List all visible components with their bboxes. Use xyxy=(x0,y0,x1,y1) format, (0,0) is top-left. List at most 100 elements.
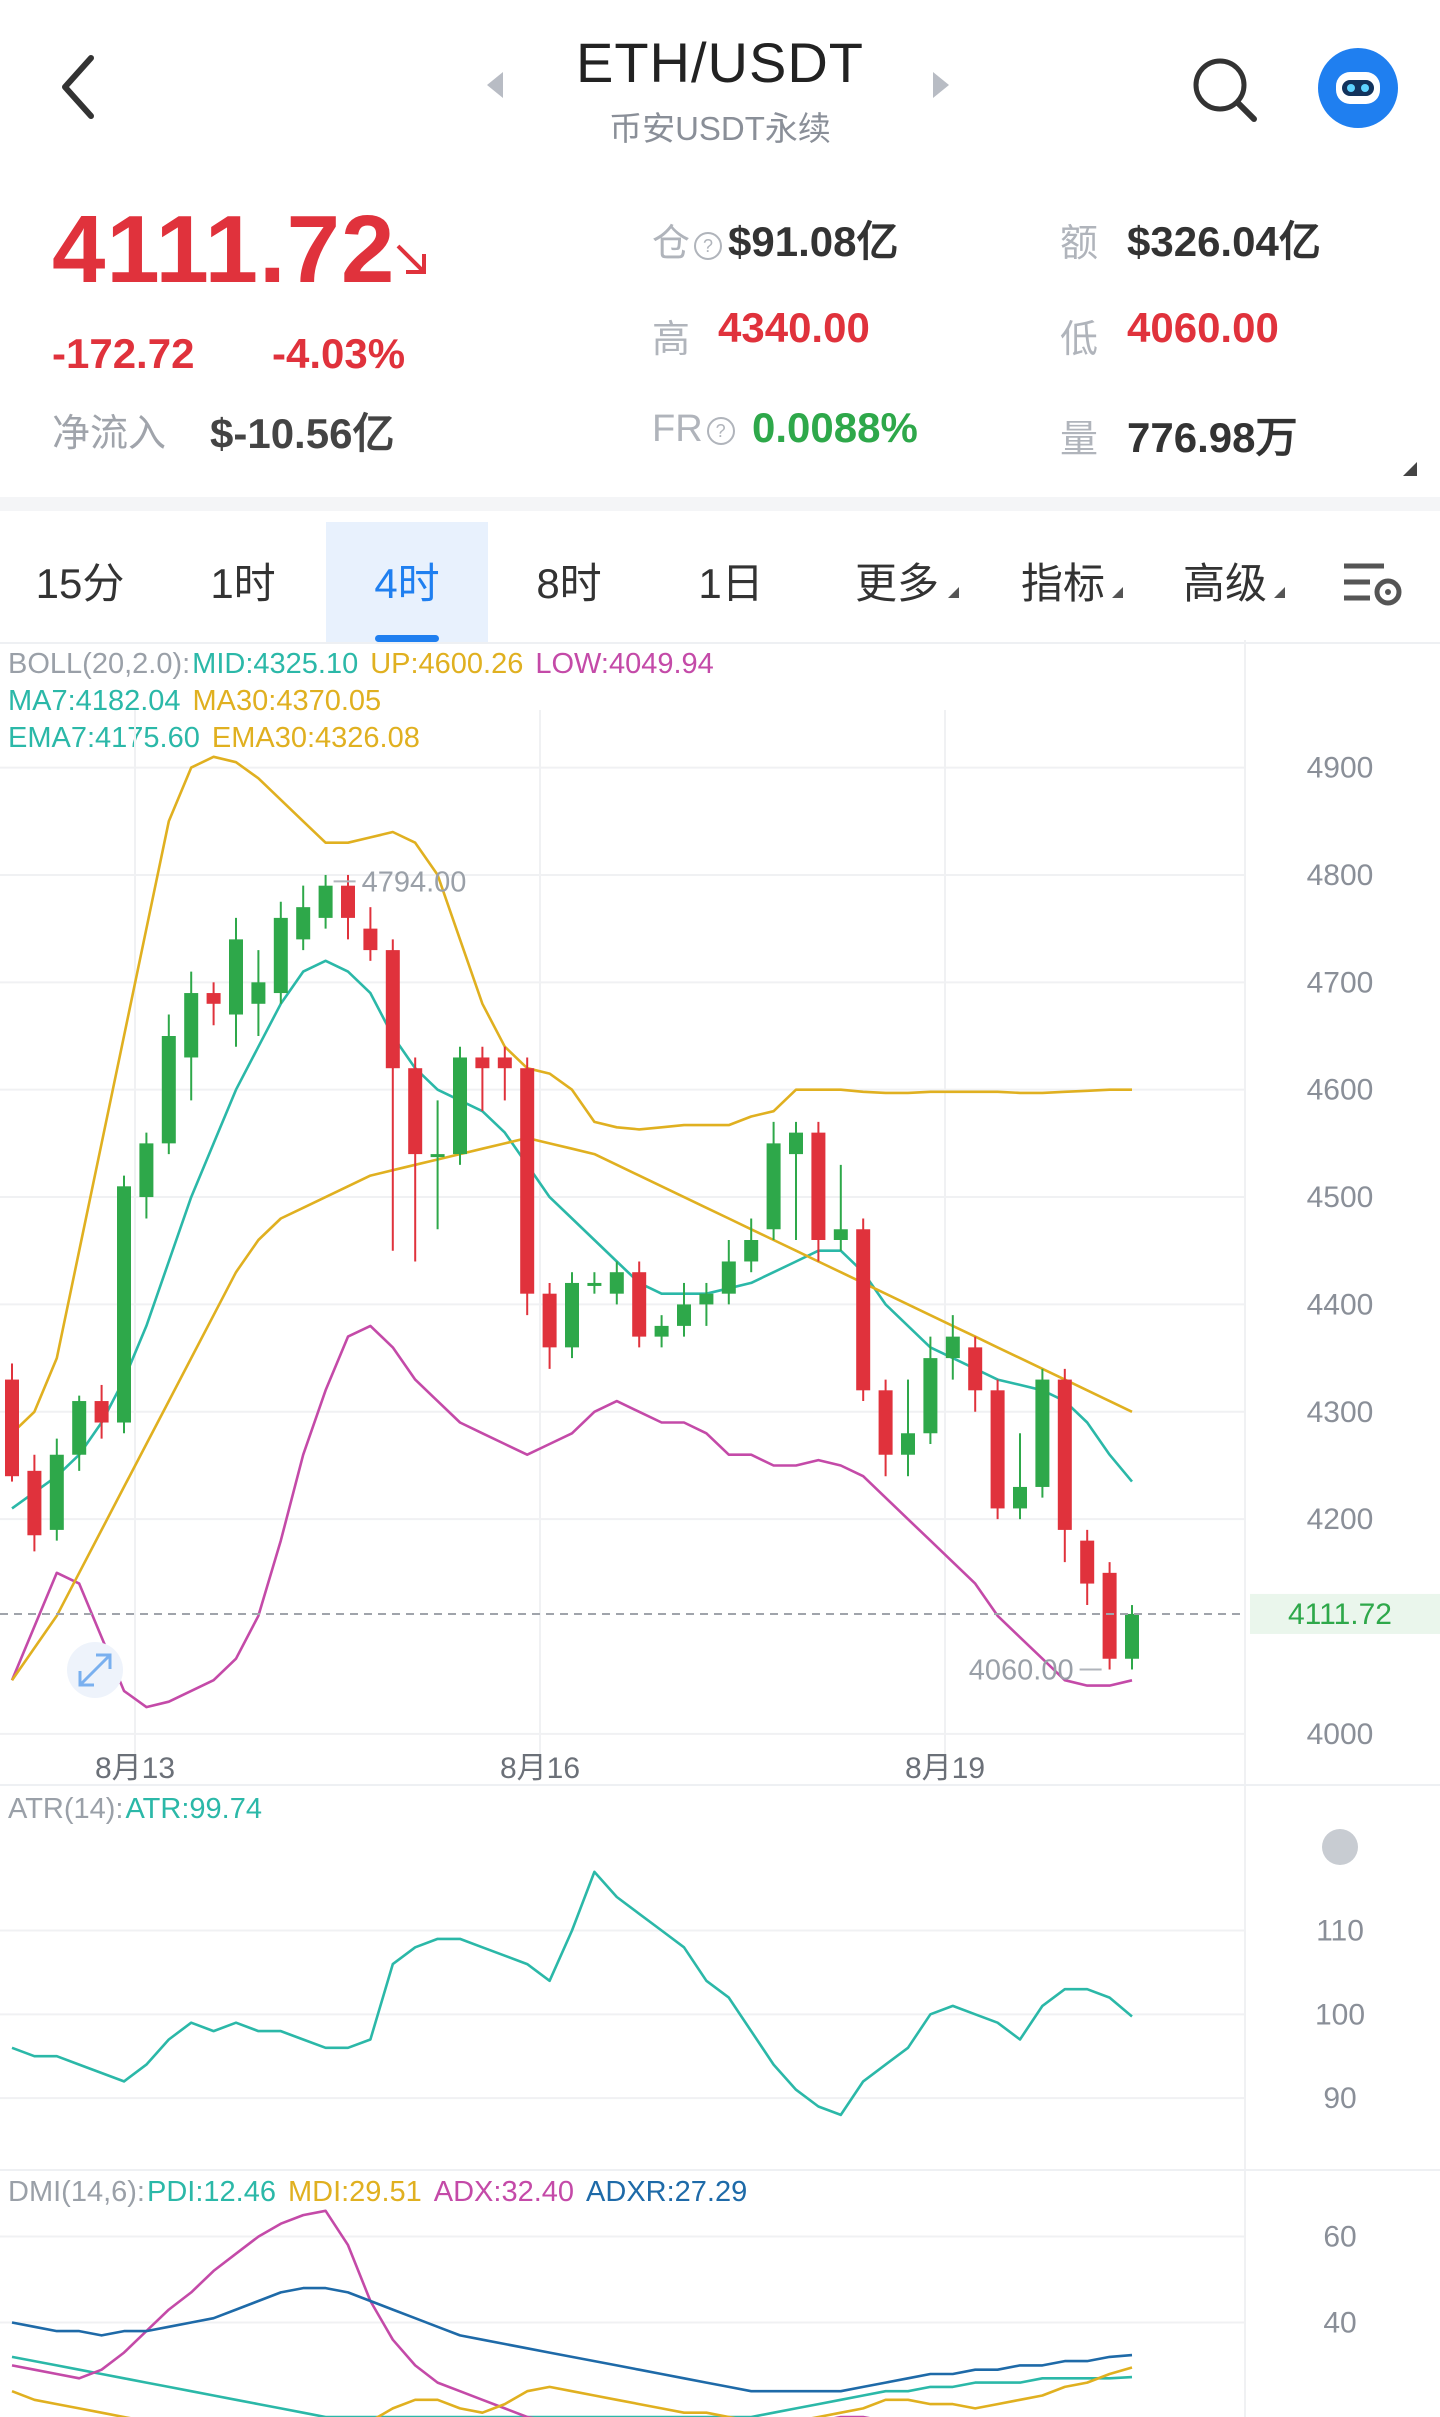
dmi-adx-line xyxy=(11,2209,871,2417)
candle xyxy=(184,971,199,1101)
candle xyxy=(833,1164,848,1251)
tab-advanced[interactable]: 高级 xyxy=(1144,522,1306,642)
candle xyxy=(654,1315,669,1348)
candle-body xyxy=(1080,1540,1095,1584)
low-label: 低 xyxy=(1060,319,1099,361)
tab-15m[interactable]: 15分 xyxy=(35,560,125,607)
candle-body xyxy=(699,1293,714,1305)
price-change: -172.72 xyxy=(52,330,195,377)
candle xyxy=(945,1315,960,1380)
candle xyxy=(520,1057,535,1316)
candle xyxy=(856,1218,871,1402)
candle-body xyxy=(453,1057,467,1155)
pair-title[interactable]: ETH/USDT xyxy=(576,31,864,94)
boll-mid-line xyxy=(11,959,1133,1510)
candle-body xyxy=(609,1272,624,1294)
help-icon[interactable]: ? xyxy=(694,231,723,260)
high-value: 4340.00 xyxy=(718,304,870,351)
candle xyxy=(811,1121,826,1262)
candle-body xyxy=(184,993,199,1058)
tab-4h[interactable]: 4时 xyxy=(326,522,488,642)
dmi-adxr-line xyxy=(11,2286,1133,2393)
candle-body xyxy=(542,1293,557,1348)
candle xyxy=(1035,1368,1050,1498)
dropdown-corner-icon xyxy=(948,587,959,598)
candle xyxy=(1013,1433,1027,1520)
candle-body xyxy=(632,1272,647,1337)
candle xyxy=(161,1014,176,1155)
candle-body xyxy=(654,1325,669,1337)
candle xyxy=(385,939,400,1251)
candle-body xyxy=(990,1390,1005,1509)
candle xyxy=(789,1121,803,1240)
price-tick-label: 4600 xyxy=(1307,1074,1374,1107)
expand-corner-icon[interactable] xyxy=(1403,462,1417,476)
candle xyxy=(72,1395,87,1471)
funding-rate-label[interactable]: FR? xyxy=(652,408,735,451)
active-tab-indicator xyxy=(375,635,439,642)
candle-body xyxy=(363,928,378,951)
tab-1d[interactable]: 1日 xyxy=(698,560,764,607)
dmi-pdi-line xyxy=(11,2355,1133,2417)
atr-tick-label: 110 xyxy=(1316,1915,1364,1948)
candle-body xyxy=(565,1282,579,1348)
high-label: 高 xyxy=(652,319,691,361)
candle xyxy=(677,1282,691,1337)
candle xyxy=(5,1363,19,1482)
candle xyxy=(565,1272,579,1359)
turnover-label: 额 xyxy=(1060,223,1099,265)
candle xyxy=(923,1336,938,1444)
candle xyxy=(408,1057,423,1262)
expand-icon xyxy=(67,1642,123,1698)
boll-lower-line xyxy=(10,1324,1133,1709)
search-icon[interactable] xyxy=(1190,55,1260,125)
price-change-percent: -4.03% xyxy=(272,330,406,377)
net-inflow-value: $-10.56亿 xyxy=(210,410,395,457)
candle xyxy=(968,1336,983,1412)
candle-body xyxy=(901,1433,915,1455)
candle-body xyxy=(677,1304,691,1326)
dmi-mdi-line xyxy=(11,2366,1133,2417)
ma-legend: MA7:4182.04 MA30:4370.05 xyxy=(8,685,382,717)
candle-body xyxy=(341,885,355,918)
help-icon[interactable]: ? xyxy=(706,416,735,445)
dmi-tick-label: 60 xyxy=(1323,2221,1356,2254)
prev-triangle-icon[interactable] xyxy=(487,72,503,98)
chart-grid xyxy=(0,640,1440,2417)
volume-label: 量 xyxy=(1060,419,1099,461)
candle-body xyxy=(766,1143,781,1230)
candle xyxy=(251,950,266,1036)
robot-avatar-icon[interactable] xyxy=(1318,48,1398,128)
kline-chart[interactable]: 4900 4800 4700 4600 4500 4400 4300 4200 4000 8月13… xyxy=(0,640,1440,2417)
candle-body xyxy=(139,1143,154,1198)
atr-panel: 110 100 90 xyxy=(0,1829,1365,2117)
tab-more[interactable]: 更多 xyxy=(812,522,982,642)
price-tick-label: 4700 xyxy=(1307,966,1374,999)
open-interest-label[interactable]: 仓? xyxy=(652,212,723,267)
candle-body xyxy=(968,1347,983,1391)
dmi-tick-label: 40 xyxy=(1323,2306,1356,2339)
candle xyxy=(206,982,221,1026)
tab-indicators[interactable]: 指标 xyxy=(982,522,1144,642)
price-tick-label: 4200 xyxy=(1307,1503,1374,1536)
dropdown-corner-icon xyxy=(1112,587,1123,598)
candle xyxy=(497,1046,512,1101)
back-chevron-icon[interactable] xyxy=(55,52,105,122)
candle xyxy=(901,1379,915,1477)
candle xyxy=(609,1261,624,1305)
candle-body xyxy=(161,1036,176,1144)
candle xyxy=(296,885,311,951)
atr-line xyxy=(11,1870,1133,2117)
candle-body xyxy=(117,1186,131,1423)
tab-8h[interactable]: 8时 xyxy=(536,560,602,607)
low-value: 4060.00 xyxy=(1127,304,1279,351)
candle-body xyxy=(856,1229,871,1391)
chart-settings-icon[interactable] xyxy=(1340,560,1404,610)
candle xyxy=(721,1240,736,1305)
candles-group xyxy=(5,874,1139,1670)
candle-body xyxy=(744,1240,759,1262)
candle xyxy=(94,1384,109,1439)
next-triangle-icon[interactable] xyxy=(933,72,949,98)
candle-body xyxy=(27,1470,42,1536)
tab-1h[interactable]: 1时 xyxy=(210,560,276,607)
